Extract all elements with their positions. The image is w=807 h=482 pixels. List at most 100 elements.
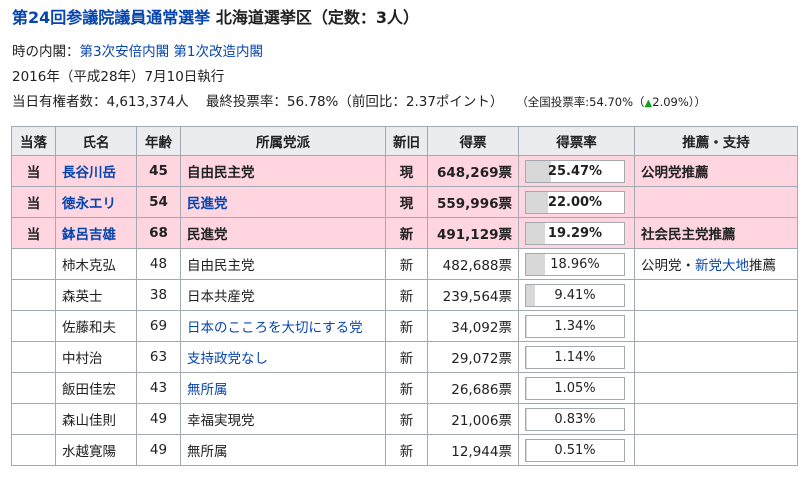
party-link[interactable]: 日本のこころを大切にする党 bbox=[187, 320, 363, 336]
party-link[interactable]: 民進党 bbox=[187, 196, 228, 212]
vote-rate-fill bbox=[526, 284, 536, 306]
age-cell: 49 bbox=[136, 403, 181, 435]
vote-rate-label: 0.51% bbox=[554, 442, 596, 458]
result-cell bbox=[11, 279, 56, 311]
support-cell: 公明党推薦 bbox=[634, 155, 798, 187]
table-row: 当長谷川岳 45 自由民主党現 648,269票 25.47% 公明党推薦 bbox=[11, 155, 798, 187]
support-suffix: 推薦 bbox=[749, 258, 776, 274]
vote-rate-cell: 1.14% bbox=[518, 341, 635, 373]
vote-rate-bar: 0.51% bbox=[525, 438, 625, 462]
candidate-name-cell: 柿木克弘 bbox=[55, 248, 137, 280]
status-cell: 新 bbox=[385, 310, 428, 342]
vote-rate-label: 22.00% bbox=[547, 194, 603, 210]
votes-cell: 34,092票 bbox=[427, 310, 519, 342]
candidate-name-cell: 飯田佳宏 bbox=[55, 372, 137, 404]
candidate-name-link[interactable]: 鉢呂吉雄 bbox=[62, 227, 116, 243]
age-cell: 68 bbox=[136, 217, 181, 249]
vote-rate-label: 25.47% bbox=[547, 163, 603, 179]
vote-rate-bar: 18.96% bbox=[525, 252, 625, 276]
table-row: 森山佳則 49 幸福実現党新 21,006票 0.83% bbox=[11, 403, 798, 435]
age-cell: 49 bbox=[136, 434, 181, 466]
candidate-name-cell: 鉢呂吉雄 bbox=[55, 217, 137, 249]
status-cell: 新 bbox=[385, 341, 428, 373]
national-suffix: 2.09%）） bbox=[652, 95, 707, 109]
support-cell bbox=[634, 372, 798, 404]
section-heading: 第24回参議院議員通常選挙 北海道選挙区（定数：3人） bbox=[12, 4, 419, 28]
result-cell: 当 bbox=[11, 155, 56, 187]
vote-rate-bar: 22.00% bbox=[525, 190, 625, 214]
status-cell: 新 bbox=[385, 434, 428, 466]
cabinet-link-2[interactable]: 第1次改造内閣 bbox=[173, 44, 263, 60]
table-row: 飯田佳宏 43 無所属 新 26,686票 1.05% bbox=[11, 372, 798, 404]
election-link[interactable]: 第24回参議院議員通常選挙 bbox=[12, 8, 211, 27]
table-row: 柿木克弘 48 自由民主党新 482,688票 18.96% 公明党・新党大地推薦 bbox=[11, 248, 798, 280]
support-cell bbox=[634, 310, 798, 342]
candidate-name-link[interactable]: 徳永エリ bbox=[62, 196, 116, 212]
vote-rate-cell: 1.34% bbox=[518, 310, 635, 342]
results-table: 当落 氏名 年齢 所属党派 新旧 得票 得票率 推薦・支持 当長谷川岳 45 自由民… bbox=[11, 126, 798, 466]
header-age: 年齢 bbox=[136, 126, 181, 156]
vote-rate-fill bbox=[526, 315, 528, 337]
votes-cell: 559,996票 bbox=[427, 186, 519, 218]
votes-cell: 29,072票 bbox=[427, 341, 519, 373]
table-row: 水越寛陽 49 無所属新 12,944票 0.51% bbox=[11, 434, 798, 466]
age-cell: 43 bbox=[136, 372, 181, 404]
support-cell: 社会民主党推薦 bbox=[634, 217, 798, 249]
vote-rate-fill bbox=[526, 253, 545, 275]
table-row: 当徳永エリ 54 民進党 現 559,996票 22.00% bbox=[11, 186, 798, 218]
table-row: 森英士 38 日本共産党新 239,564票 9.41% bbox=[11, 279, 798, 311]
table-row: 佐藤和夫 69 日本のこころを大切にする党 新 34,092票 1.34% bbox=[11, 310, 798, 342]
cabinet-label: 時の内閣： bbox=[12, 44, 80, 60]
header-name: 氏名 bbox=[55, 126, 137, 156]
cabinet-line: 時の内閣：第3次安倍内閣 第1次改造内閣 bbox=[12, 40, 263, 60]
age-cell: 63 bbox=[136, 341, 181, 373]
status-cell: 新 bbox=[385, 279, 428, 311]
cabinet-link-1[interactable]: 第3次安倍内閣 bbox=[79, 44, 170, 60]
result-cell bbox=[11, 248, 56, 280]
header-votes: 得票 bbox=[427, 126, 519, 156]
party-cell: 幸福実現党 bbox=[180, 403, 386, 435]
age-cell: 38 bbox=[136, 279, 181, 311]
vote-rate-cell: 1.05% bbox=[518, 372, 635, 404]
party-cell: 民進党 bbox=[180, 217, 386, 249]
party-cell: 日本のこころを大切にする党 bbox=[180, 310, 386, 342]
vote-rate-bar: 19.29% bbox=[525, 221, 625, 245]
candidate-name-cell: 徳永エリ bbox=[55, 186, 137, 218]
vote-rate-bar: 9.41% bbox=[525, 283, 625, 307]
result-cell bbox=[11, 341, 56, 373]
header-rate: 得票率 bbox=[518, 126, 635, 156]
party-link[interactable]: 支持政党なし bbox=[187, 351, 268, 367]
result-cell bbox=[11, 434, 56, 466]
status-cell: 新 bbox=[385, 372, 428, 404]
header-result: 当落 bbox=[11, 126, 56, 156]
party-link[interactable]: 無所属 bbox=[187, 382, 228, 398]
table-header-row: 当落 氏名 年齢 所属党派 新旧 得票 得票率 推薦・支持 bbox=[11, 126, 798, 156]
party-cell: 無所属 bbox=[180, 372, 386, 404]
candidate-name-cell: 長谷川岳 bbox=[55, 155, 137, 187]
result-cell: 当 bbox=[11, 186, 56, 218]
votes-cell: 239,564票 bbox=[427, 279, 519, 311]
votes-cell: 648,269票 bbox=[427, 155, 519, 187]
vote-rate-cell: 19.29% bbox=[518, 217, 635, 249]
vote-rate-label: 0.83% bbox=[554, 411, 596, 427]
candidate-name-cell: 森英士 bbox=[55, 279, 137, 311]
votes-cell: 12,944票 bbox=[427, 434, 519, 466]
vote-rate-fill bbox=[526, 191, 548, 213]
status-cell: 新 bbox=[385, 403, 428, 435]
table-row: 中村治 63 支持政党なし 新 29,072票 1.14% bbox=[11, 341, 798, 373]
votes-cell: 482,688票 bbox=[427, 248, 519, 280]
header-support: 推薦・支持 bbox=[634, 126, 798, 156]
support-text: 公明党・ bbox=[641, 258, 695, 274]
voters-count: 当日有権者数：4,613,374人 bbox=[12, 94, 189, 110]
vote-rate-fill bbox=[526, 222, 545, 244]
up-arrow-icon: ▲ bbox=[644, 98, 653, 109]
result-cell bbox=[11, 372, 56, 404]
support-cell bbox=[634, 434, 798, 466]
support-link[interactable]: 新党大地 bbox=[695, 258, 749, 274]
status-cell: 現 bbox=[385, 186, 428, 218]
national-turnout: （全国投票率:54.70%（▲2.09%）） bbox=[516, 95, 706, 109]
candidate-name-link[interactable]: 長谷川岳 bbox=[62, 165, 116, 181]
party-cell: 自由民主党 bbox=[180, 155, 386, 187]
vote-rate-label: 1.14% bbox=[554, 349, 596, 365]
vote-rate-label: 19.29% bbox=[547, 225, 603, 241]
